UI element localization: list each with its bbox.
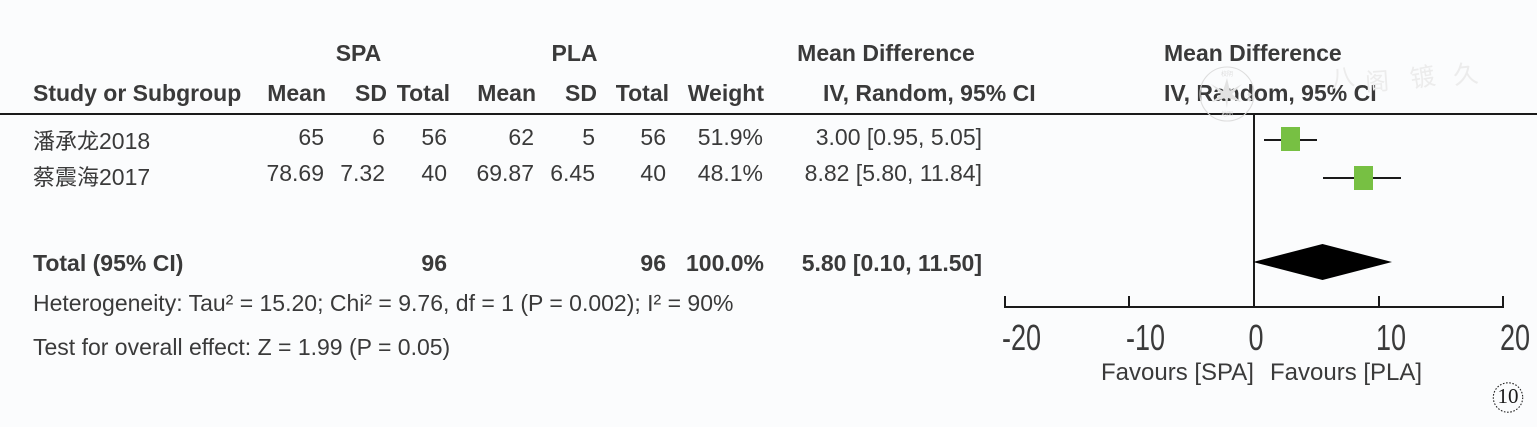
svg-text:校阴: 校阴	[1221, 70, 1233, 78]
svg-text:地图: 地图	[1221, 110, 1233, 118]
svg-text:◆◆: ◆◆	[1246, 92, 1252, 102]
